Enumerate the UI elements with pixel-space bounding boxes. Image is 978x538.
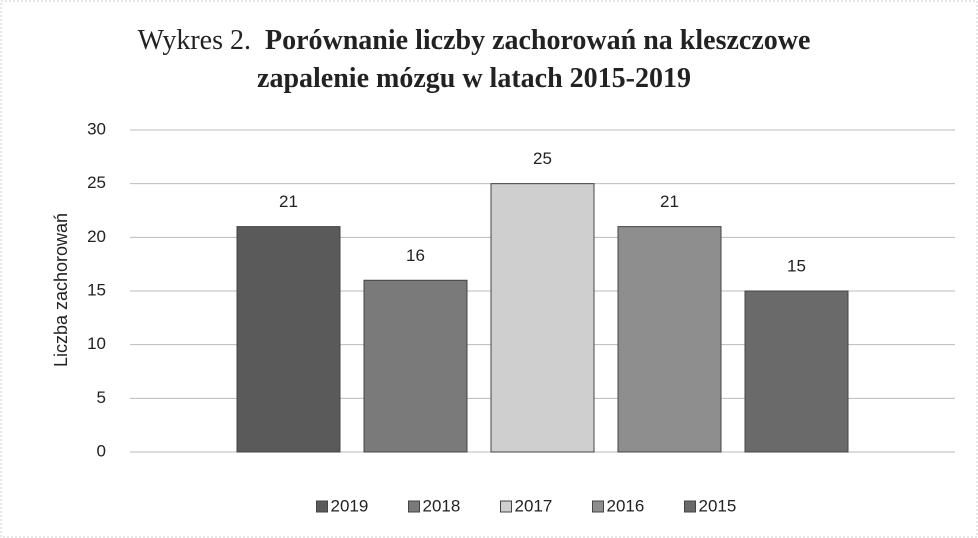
legend-label: 2015 <box>699 496 737 515</box>
y-tick-label: 25 <box>87 173 106 192</box>
y-tick-label: 20 <box>87 227 106 246</box>
legend-swatch <box>316 500 328 513</box>
data-label: 15 <box>787 256 806 275</box>
legend-swatch <box>408 500 420 513</box>
data-label: 21 <box>279 192 298 211</box>
data-label: 16 <box>406 246 425 265</box>
bar <box>236 226 341 453</box>
data-label: 25 <box>533 149 552 168</box>
legend-label: 2019 <box>331 496 369 515</box>
y-tick-label: 10 <box>87 334 106 353</box>
legend-swatch <box>500 500 512 513</box>
legend-label: 2016 <box>607 496 645 515</box>
legend-label: 2018 <box>423 496 461 515</box>
data-label: 21 <box>660 192 679 211</box>
legend-swatch <box>684 500 696 513</box>
title-text: Porównanie liczby zachorowań na kleszczo… <box>257 25 811 94</box>
bar <box>617 226 722 453</box>
legend-swatch <box>592 500 604 513</box>
y-tick-label: 30 <box>87 119 106 138</box>
chart-title: Wykres 2. Porównanie liczby zachorowań n… <box>94 22 854 98</box>
y-tick-label: 5 <box>97 388 106 407</box>
y-tick-label: 0 <box>97 441 106 460</box>
bar <box>744 290 849 453</box>
legend-label: 2017 <box>515 496 553 515</box>
title-label: Wykres 2. <box>137 25 251 56</box>
y-axis-label: Liczba zachorowań <box>51 213 71 367</box>
bar <box>363 279 468 453</box>
bar <box>490 183 595 453</box>
y-tick-label: 15 <box>87 280 106 299</box>
